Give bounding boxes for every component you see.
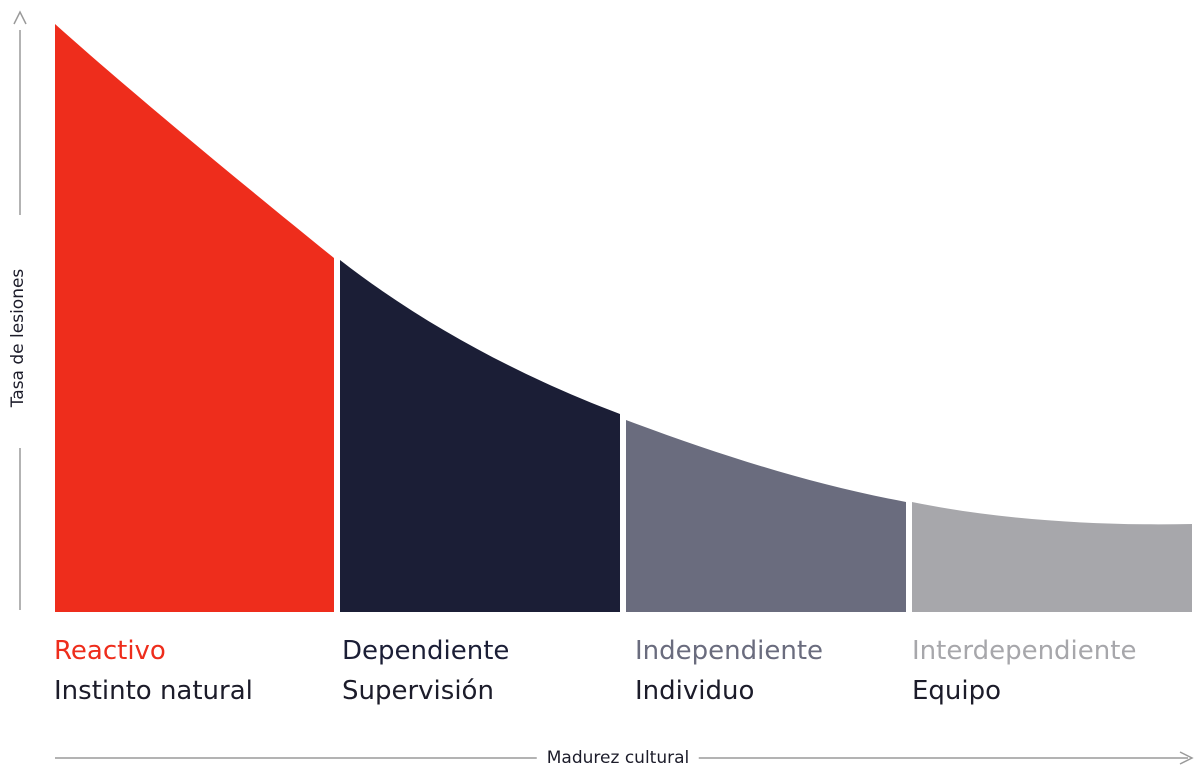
stage-title-interdependiente: Interdependiente [912,636,1137,666]
stage-area-dependiente [340,260,620,612]
stage-area-interdependiente [912,502,1192,612]
stage-subtitle-independiente: Individuo [635,676,755,706]
stage-title-dependiente: Dependiente [342,636,510,666]
x-axis-label: Madurez cultural [536,748,700,768]
stage-area-reactivo [55,24,334,612]
stage-area-independiente [626,420,906,612]
stage-title-reactivo: Reactivo [54,636,166,666]
stage-subtitle-reactivo: Instinto natural [54,676,253,706]
y-axis-arrowhead [13,10,27,25]
y-axis-label: Tasa de lesiones [8,268,28,408]
stage-subtitle-dependiente: Supervisión [342,676,494,706]
x-axis-arrowhead [1179,751,1194,765]
stage-subtitle-interdependiente: Equipo [912,676,1002,706]
stage-title-independiente: Independiente [635,636,824,666]
y-axis [13,10,27,610]
